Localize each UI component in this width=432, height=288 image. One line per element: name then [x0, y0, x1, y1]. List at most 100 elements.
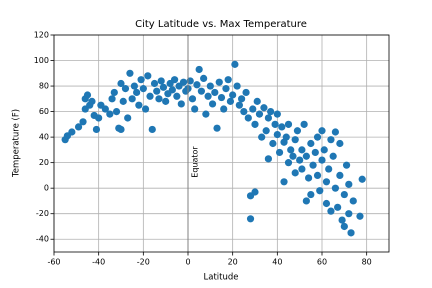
point — [358, 175, 366, 183]
point — [159, 83, 168, 91]
point — [222, 85, 230, 93]
point — [224, 76, 232, 84]
point — [334, 203, 342, 211]
point — [179, 78, 188, 86]
point — [148, 125, 156, 134]
y-tick-label: -20 — [36, 209, 49, 218]
point — [220, 105, 228, 113]
point — [316, 187, 324, 195]
point — [327, 136, 335, 144]
point — [356, 212, 364, 220]
point — [329, 152, 337, 160]
point — [231, 60, 239, 68]
point — [262, 127, 270, 135]
point — [155, 95, 163, 103]
point — [200, 74, 208, 82]
point — [305, 174, 313, 182]
point — [345, 210, 353, 218]
point — [342, 161, 351, 169]
y-tick-label: 100 — [34, 56, 49, 65]
point — [258, 133, 266, 141]
point — [162, 97, 170, 105]
point — [188, 95, 197, 103]
point — [173, 92, 181, 100]
point — [278, 123, 286, 131]
point — [264, 114, 272, 122]
point — [284, 120, 293, 128]
point — [282, 133, 290, 141]
x-tick-label: -20 — [137, 258, 150, 267]
point — [340, 222, 348, 231]
point — [233, 82, 241, 90]
point — [139, 85, 147, 93]
point — [135, 101, 143, 109]
point — [242, 88, 250, 97]
point — [331, 128, 339, 136]
point — [318, 127, 326, 135]
point — [240, 107, 248, 116]
plot-frame — [53, 34, 390, 253]
y-tick-label: 60 — [39, 107, 49, 116]
point — [309, 161, 317, 169]
point — [217, 93, 226, 102]
point — [291, 136, 299, 144]
point — [302, 152, 310, 160]
point — [128, 95, 136, 103]
y-tick-label: 0 — [44, 184, 49, 193]
point — [246, 215, 255, 223]
point — [253, 97, 261, 105]
x-tick-label: 60 — [317, 258, 327, 267]
point — [88, 97, 96, 105]
point — [280, 178, 288, 186]
point — [79, 118, 87, 126]
point — [229, 91, 237, 99]
point — [92, 125, 101, 134]
point — [206, 82, 214, 90]
point — [191, 105, 199, 113]
point — [322, 178, 331, 186]
x-tick-label: 80 — [362, 258, 372, 267]
x-tick-label: -60 — [47, 258, 60, 267]
point — [101, 105, 109, 113]
point — [313, 133, 322, 141]
point — [144, 72, 152, 80]
point — [298, 146, 306, 154]
point — [289, 152, 297, 160]
point — [336, 171, 344, 180]
point — [153, 87, 161, 95]
point — [347, 229, 355, 237]
point — [320, 146, 328, 154]
point — [313, 171, 322, 180]
point — [307, 190, 315, 199]
point — [95, 114, 103, 122]
point — [195, 65, 203, 74]
point — [83, 91, 92, 99]
y-tick-label: -40 — [36, 235, 49, 244]
point — [291, 169, 299, 177]
point — [130, 82, 138, 90]
point — [110, 88, 118, 97]
point — [119, 97, 127, 105]
point — [296, 156, 304, 164]
point — [249, 105, 257, 113]
point — [137, 76, 145, 84]
point — [157, 77, 165, 85]
point — [244, 114, 252, 122]
x-axis-label: Latitude — [204, 273, 239, 283]
x-tick-label: 40 — [272, 258, 282, 267]
point — [302, 197, 310, 205]
point — [193, 81, 201, 89]
point — [327, 207, 335, 215]
point — [293, 127, 302, 135]
y-tick-label: 80 — [39, 82, 49, 91]
point — [325, 165, 333, 173]
point — [211, 88, 219, 97]
point — [300, 120, 308, 128]
chart-title: City Latitude vs. Max Temperature — [135, 19, 307, 30]
point — [340, 190, 348, 199]
point — [126, 69, 134, 77]
point — [213, 124, 221, 132]
point — [331, 184, 339, 192]
point — [267, 107, 275, 116]
